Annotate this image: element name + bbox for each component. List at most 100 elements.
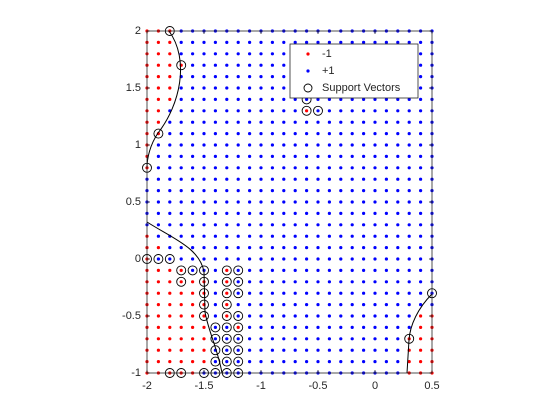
grid-point xyxy=(225,177,229,181)
grid-point xyxy=(213,325,217,329)
grid-point xyxy=(350,314,354,318)
grid-point xyxy=(225,223,229,227)
grid-point xyxy=(339,211,343,215)
grid-point xyxy=(407,166,411,170)
support-vector xyxy=(221,276,232,287)
grid-point xyxy=(248,109,252,113)
grid-point xyxy=(419,63,423,67)
grid-point xyxy=(270,257,274,261)
grid-point xyxy=(362,120,366,124)
grid-point xyxy=(362,348,366,352)
grid-point xyxy=(339,143,343,147)
grid-point xyxy=(202,97,206,101)
grid-point xyxy=(396,234,400,238)
grid-point xyxy=(339,360,343,364)
grid-point xyxy=(270,132,274,136)
grid-point xyxy=(293,40,297,45)
grid-point xyxy=(259,75,263,79)
grid-point xyxy=(419,246,423,250)
support-vector xyxy=(233,288,244,299)
grid-point xyxy=(396,280,400,284)
grid-point xyxy=(419,257,423,261)
grid-point xyxy=(191,189,195,193)
grid-point xyxy=(191,280,195,284)
grid-point xyxy=(339,234,343,238)
grid-point xyxy=(270,303,274,307)
grid-point xyxy=(259,337,263,341)
grid-point xyxy=(407,325,411,329)
grid-point xyxy=(384,223,388,227)
grid-point xyxy=(259,348,263,352)
grid-point xyxy=(384,337,388,341)
grid-point xyxy=(384,109,388,113)
grid-point xyxy=(305,360,309,364)
grid-point xyxy=(384,360,388,364)
support-vector xyxy=(164,254,175,264)
grid-point xyxy=(384,97,388,101)
grid-point xyxy=(179,166,183,170)
grid-point xyxy=(282,132,286,136)
support-vector xyxy=(210,333,221,344)
grid-point xyxy=(179,348,183,352)
grid-point xyxy=(156,314,160,318)
grid-point xyxy=(362,200,366,204)
grid-point xyxy=(396,360,400,364)
grid-point xyxy=(282,177,286,181)
grid-point xyxy=(362,211,366,215)
grid-point xyxy=(362,360,366,364)
grid-point xyxy=(168,75,172,79)
grid-point xyxy=(339,189,343,193)
grid-point xyxy=(316,337,320,341)
grid-point xyxy=(236,200,240,204)
grid-point xyxy=(156,348,160,352)
grid-point xyxy=(248,360,252,364)
grid-point xyxy=(191,325,195,329)
grid-point xyxy=(191,303,195,307)
grid-point xyxy=(327,120,331,124)
grid-point xyxy=(327,257,331,261)
grid-point xyxy=(225,291,229,295)
y-tick-label: 1 xyxy=(135,139,141,151)
grid-point xyxy=(168,211,172,215)
grid-point xyxy=(168,314,172,318)
grid-point xyxy=(179,189,183,193)
x-tick-label: 0 xyxy=(372,380,378,392)
grid-point xyxy=(384,189,388,193)
grid-point xyxy=(350,280,354,284)
grid-point xyxy=(305,109,309,113)
grid-point xyxy=(202,177,206,181)
grid-point xyxy=(327,337,331,341)
grid-point xyxy=(202,223,206,227)
legend-label: +1 xyxy=(322,65,335,77)
grid-point xyxy=(350,360,354,364)
grid-point xyxy=(362,109,366,113)
grid-point xyxy=(419,268,423,272)
grid-point xyxy=(419,97,423,101)
grid-point xyxy=(282,337,286,341)
grid-point xyxy=(327,200,331,204)
grid-point xyxy=(362,291,366,295)
grid-point xyxy=(202,154,206,158)
grid-point xyxy=(236,337,240,341)
grid-point xyxy=(327,40,331,45)
grid-point xyxy=(327,109,331,113)
support-vector xyxy=(233,345,244,356)
grid-point xyxy=(213,360,217,364)
grid-point xyxy=(236,268,240,272)
grid-point xyxy=(339,223,343,227)
grid-point xyxy=(373,189,377,193)
grid-point xyxy=(168,348,172,352)
grid-point xyxy=(407,97,411,101)
grid-point xyxy=(316,348,320,352)
grid-point xyxy=(384,348,388,352)
grid-point xyxy=(270,63,274,67)
grid-point xyxy=(384,234,388,238)
grid-point xyxy=(282,52,286,56)
grid-point xyxy=(179,303,183,307)
grid-point xyxy=(373,325,377,329)
grid-point xyxy=(213,166,217,170)
x-tick-label: -1.5 xyxy=(195,380,214,392)
grid-point xyxy=(419,75,423,79)
grid-point xyxy=(248,246,252,250)
grid-point xyxy=(202,314,206,318)
